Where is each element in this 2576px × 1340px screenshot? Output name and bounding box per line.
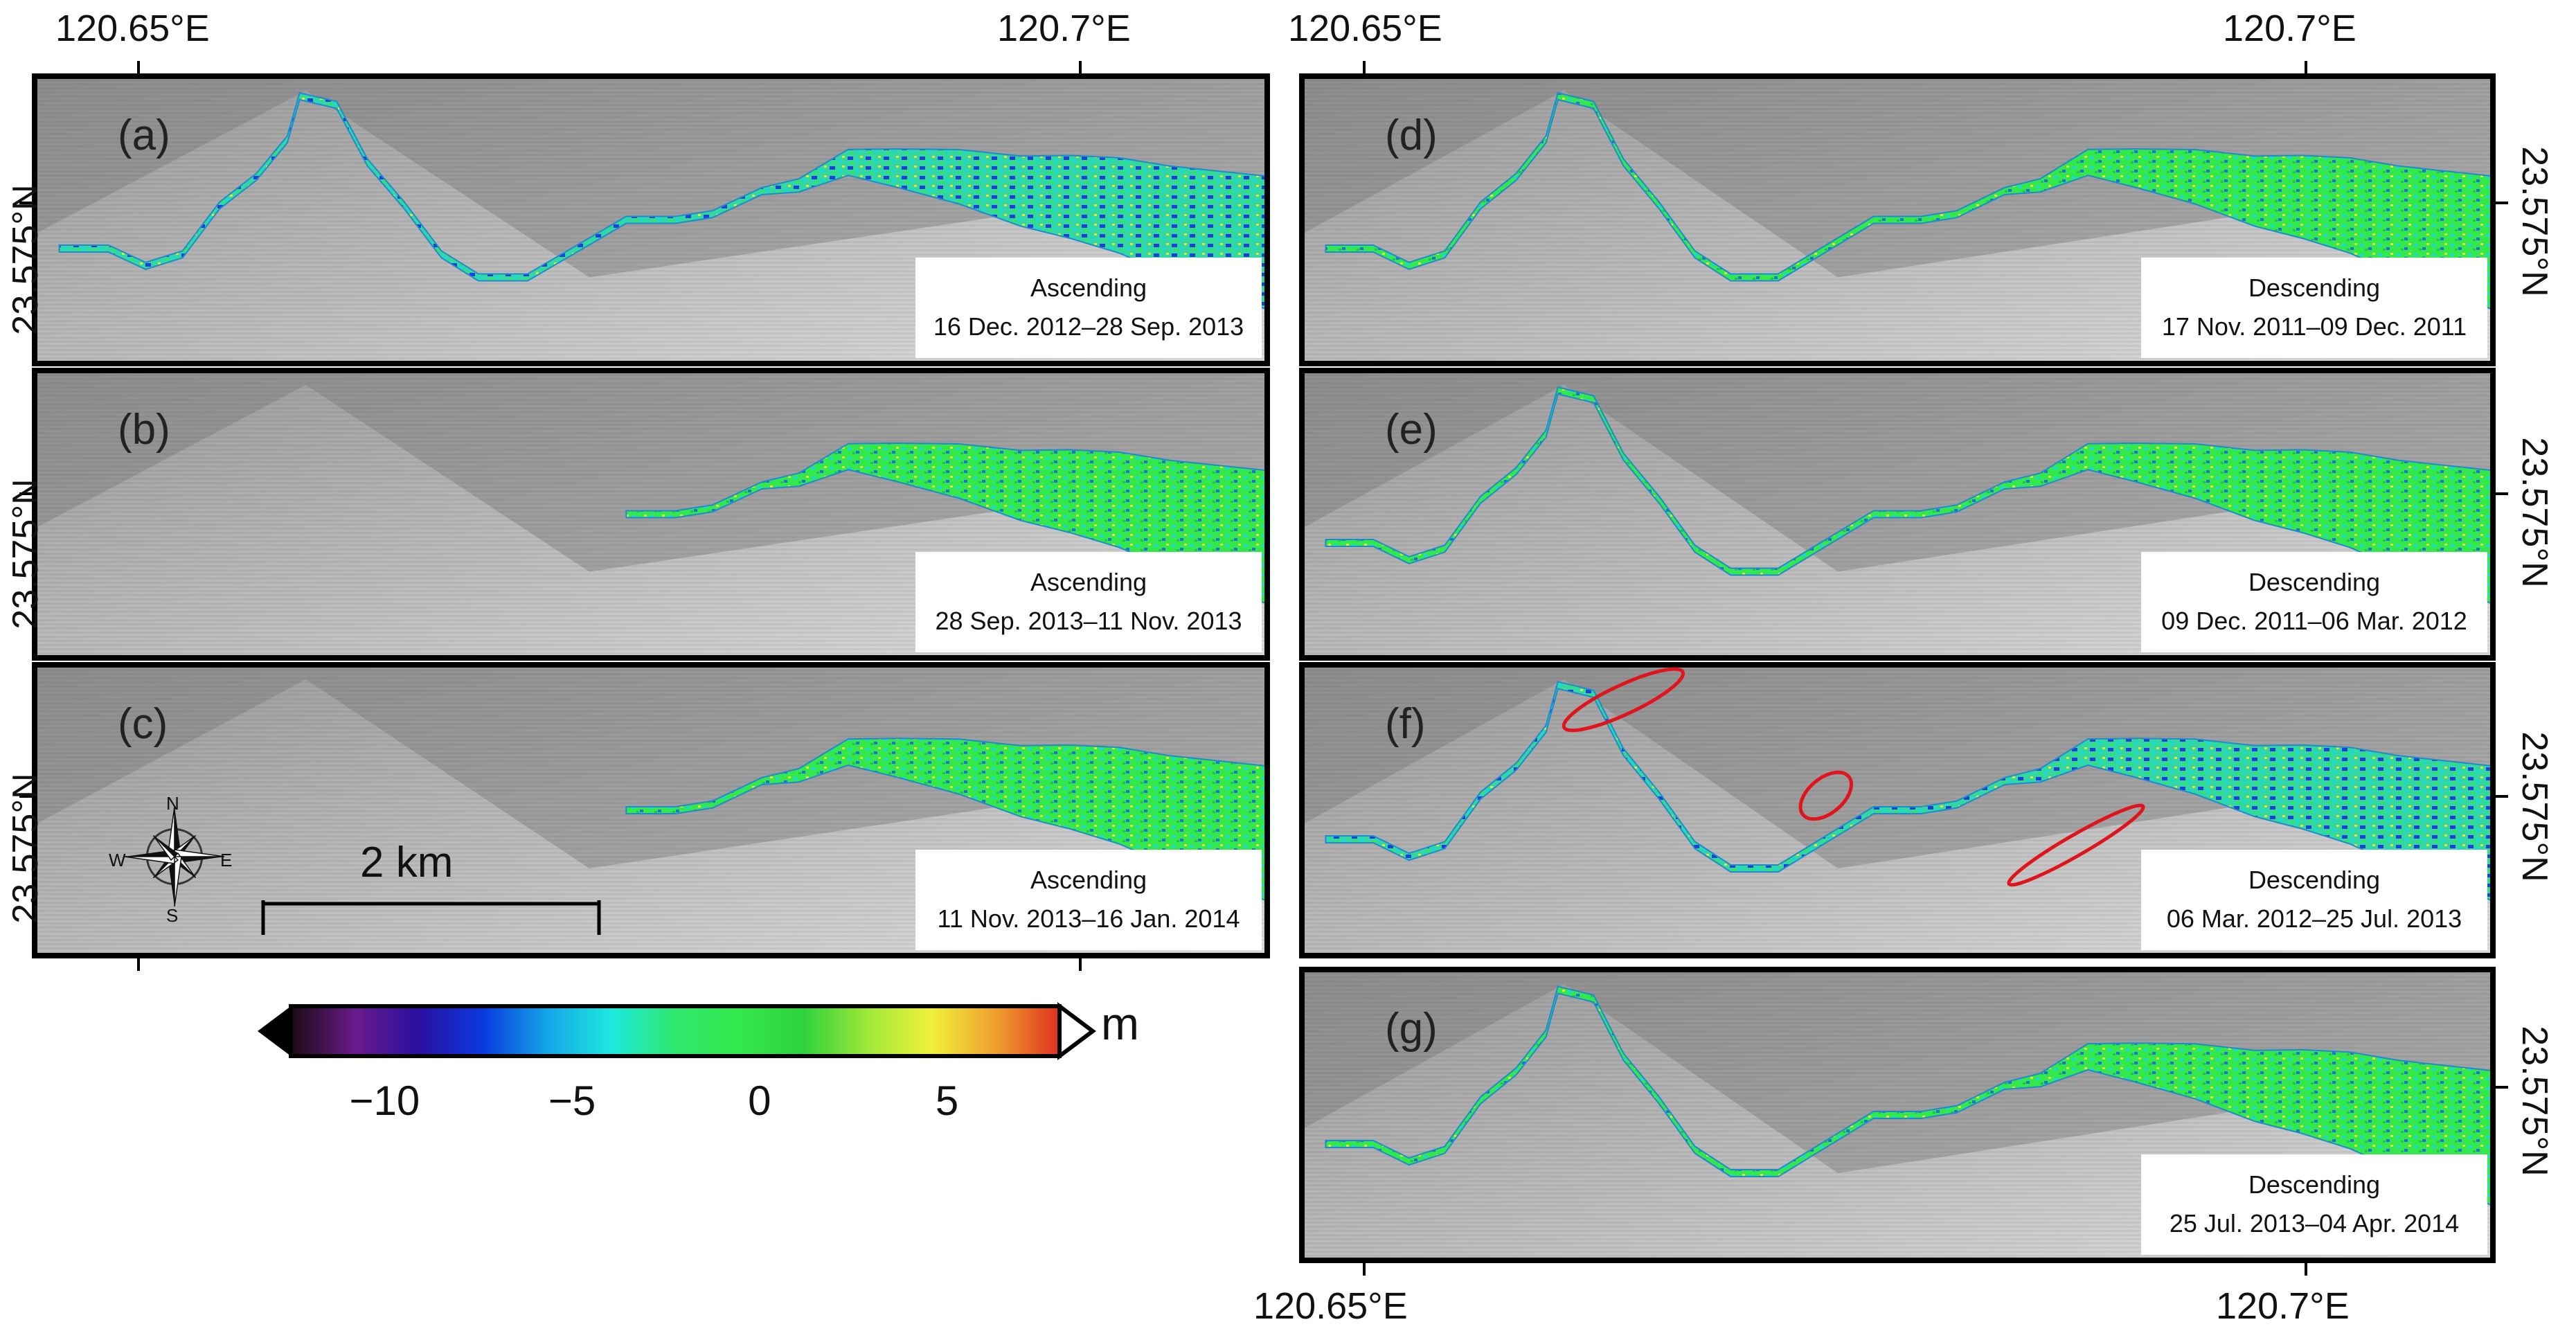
date-box-d: Descending 17 Nov. 2011–09 Dec. 2011 [2141, 258, 2487, 358]
lat-label-b: 23.575°N [6, 479, 46, 629]
colorbar: −10 −5 0 5 [258, 1002, 1096, 1124]
compass-s: S [166, 905, 179, 926]
colorbar-tick-2: −5 [548, 1078, 596, 1124]
date-range-c: 11 Nov. 2013–16 Jan. 2014 [937, 904, 1240, 933]
orbit-direction-a: Ascending [1030, 274, 1147, 302]
colorbar-low-arrow [258, 1006, 291, 1056]
panel-frame-e [1299, 368, 2496, 661]
colorbar-gradient [289, 1004, 1062, 1058]
orbit-direction-e: Descending [2248, 568, 2381, 596]
compass-w: W [109, 850, 126, 870]
panel-frame-g [1299, 967, 2496, 1263]
orbit-direction-g: Descending [2248, 1170, 2381, 1199]
lon-tick-top-left-1: 120.65°E [55, 8, 210, 49]
lon-tick-bottom-right-1: 120.65°E [1253, 1285, 1408, 1327]
colorbar-tick-1: −10 [349, 1078, 420, 1124]
date-range-g: 25 Jul. 2013–04 Apr. 2014 [2169, 1209, 2460, 1238]
lat-label-g: 23.575°N [2514, 1026, 2555, 1177]
panel-label-c: (c) [118, 700, 168, 748]
panel-label-d: (d) [1385, 111, 1438, 159]
date-box-g: Descending 25 Jul. 2013–04 Apr. 2014 [2141, 1154, 2487, 1255]
compass-e: E [220, 850, 233, 870]
date-range-d: 17 Nov. 2011–09 Dec. 2011 [2161, 312, 2467, 341]
panel-d [1299, 73, 2496, 366]
colorbar-unit: m [1101, 998, 1139, 1049]
panel-frame-f [1299, 662, 2496, 958]
panel-label-e: (e) [1385, 406, 1438, 454]
colorbar-tick-4: 5 [936, 1078, 958, 1124]
lat-label-d: 23.575°N [2514, 146, 2555, 297]
landslide-outline-2 [1798, 770, 1854, 821]
date-range-e: 09 Dec. 2011–06 Mar. 2012 [2161, 607, 2467, 635]
orbit-direction-c: Ascending [1030, 866, 1147, 894]
panel-frame-b [32, 368, 1270, 661]
lat-label-c: 23.575°N [6, 773, 46, 924]
panel-label-a: (a) [118, 111, 170, 159]
date-range-b: 28 Sep. 2013–11 Nov. 2013 [935, 607, 1242, 635]
scale-bar-label: 2 km [360, 839, 454, 886]
landslide-outline-3 [2007, 803, 2145, 887]
colorbar-high-arrow [1057, 1002, 1096, 1060]
panel-frame-a [32, 73, 1270, 366]
orbit-direction-b: Ascending [1030, 568, 1147, 596]
panel-label-b: (b) [118, 406, 170, 454]
compass-rose [124, 806, 225, 907]
panel-frame-c [32, 662, 1270, 958]
panel-label-f: (f) [1385, 700, 1426, 748]
lat-label-e: 23.575°N [2514, 437, 2555, 588]
panel-frame-d [1299, 73, 2496, 366]
date-box-a: Ascending 16 Dec. 2012–28 Sep. 2013 [915, 258, 1262, 358]
orbit-direction-f: Descending [2248, 866, 2381, 894]
scale-bar [261, 900, 601, 935]
lon-tick-top-right-1: 120.65°E [1288, 8, 1442, 49]
date-box-c: Ascending 11 Nov. 2013–16 Jan. 2014 [915, 850, 1262, 950]
panel-a [32, 73, 1270, 366]
lon-tick-top-right-2: 120.7°E [2223, 8, 2356, 49]
panel-b [32, 368, 1270, 661]
lon-tick-bottom-right-2: 120.7°E [2216, 1285, 2350, 1327]
date-box-e: Descending 09 Dec. 2011–06 Mar. 2012 [2141, 552, 2487, 652]
compass-n: N [166, 793, 179, 814]
panel-label-g: (g) [1385, 1005, 1438, 1053]
landslide-outline-1 [1562, 667, 1685, 733]
lat-label-f: 23.575°N [2514, 731, 2555, 882]
orbit-direction-d: Descending [2248, 274, 2381, 302]
date-box-b: Ascending 28 Sep. 2013–11 Nov. 2013 [915, 552, 1262, 652]
lat-label-a: 23.575°N [6, 184, 46, 335]
date-range-a: 16 Dec. 2012–28 Sep. 2013 [933, 312, 1244, 341]
date-box-f: Descending 06 Mar. 2012–25 Jul. 2013 [2141, 850, 2487, 950]
red-outlines-f [1562, 667, 2145, 887]
colorbar-tick-3: 0 [748, 1078, 771, 1124]
lon-tick-top-left-2: 120.7°E [997, 8, 1131, 49]
date-range-f: 06 Mar. 2012–25 Jul. 2013 [2166, 904, 2462, 933]
